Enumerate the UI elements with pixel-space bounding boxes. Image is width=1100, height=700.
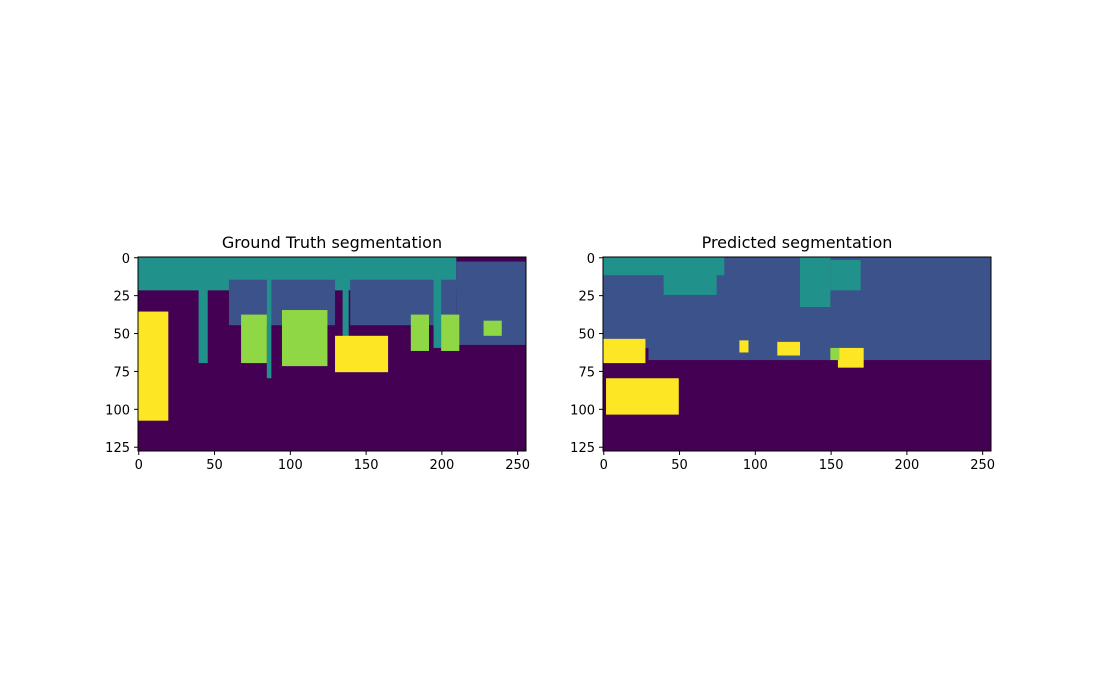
gt-xtick-label-100: 100	[278, 458, 303, 473]
pred-xtick-label-200: 200	[894, 458, 919, 473]
gt-region-14	[483, 320, 502, 336]
gt-region-7	[433, 272, 442, 348]
pred-ytick-label-75: 75	[578, 365, 595, 380]
pred-region-3	[800, 257, 831, 308]
pred-region-2	[663, 257, 717, 295]
gt-xtick-label-0: 0	[135, 458, 143, 473]
gt-region-4	[198, 257, 208, 364]
gt-title: Ground Truth segmentation	[222, 233, 442, 252]
pred-ytick-label-25: 25	[578, 290, 595, 305]
pred-ytick-label-50: 50	[578, 328, 595, 343]
pred-image	[603, 257, 991, 451]
pred-xtick-label-100: 100	[743, 458, 768, 473]
pred-region-10	[837, 347, 864, 368]
pred-region-6	[603, 338, 646, 364]
gt-axes-frame	[137, 256, 527, 452]
pred-xtick-label-50: 50	[671, 458, 688, 473]
gt-region-10	[281, 310, 328, 367]
gt-xtick-label-50: 50	[206, 458, 223, 473]
pred-ytick-label-0: 0	[587, 252, 595, 267]
gt-region-6	[342, 257, 349, 348]
pred-region-8	[739, 340, 749, 353]
pred-title: Predicted segmentation	[702, 233, 893, 252]
pred-xtick-label-0: 0	[600, 458, 608, 473]
gt-region-5	[266, 257, 272, 379]
pred-axes-frame	[602, 256, 992, 452]
pred-region-4	[830, 260, 861, 291]
gt-ytick-label-0: 0	[122, 252, 130, 267]
gt-region-9	[335, 335, 389, 373]
gt-xtick-label-250: 250	[505, 458, 530, 473]
gt-region-11	[241, 314, 267, 364]
gt-region-13	[441, 314, 460, 351]
gt-ytick-label-50: 50	[113, 328, 130, 343]
pred-region-7	[606, 378, 679, 415]
gt-xtick-label-150: 150	[354, 458, 379, 473]
pred-ytick-label-125: 125	[570, 441, 595, 456]
gt-ytick-label-125: 125	[105, 441, 130, 456]
gt-region-12	[410, 314, 429, 351]
gt-ytick-label-75: 75	[113, 365, 130, 380]
gt-region-8	[138, 311, 169, 421]
pred-xtick-label-150: 150	[819, 458, 844, 473]
pred-xtick-label-250: 250	[970, 458, 995, 473]
pred-region-11	[830, 347, 840, 361]
gt-ytick-label-25: 25	[113, 290, 130, 305]
pred-ytick-label-100: 100	[570, 403, 595, 418]
gt-ytick-label-100: 100	[105, 403, 130, 418]
pred-region-9	[777, 341, 801, 356]
pred-panel: Predicted segmentation 0 50 100 150 200 250 0 25…	[570, 233, 995, 473]
gt-image	[138, 257, 526, 451]
gt-xtick-label-200: 200	[429, 458, 454, 473]
